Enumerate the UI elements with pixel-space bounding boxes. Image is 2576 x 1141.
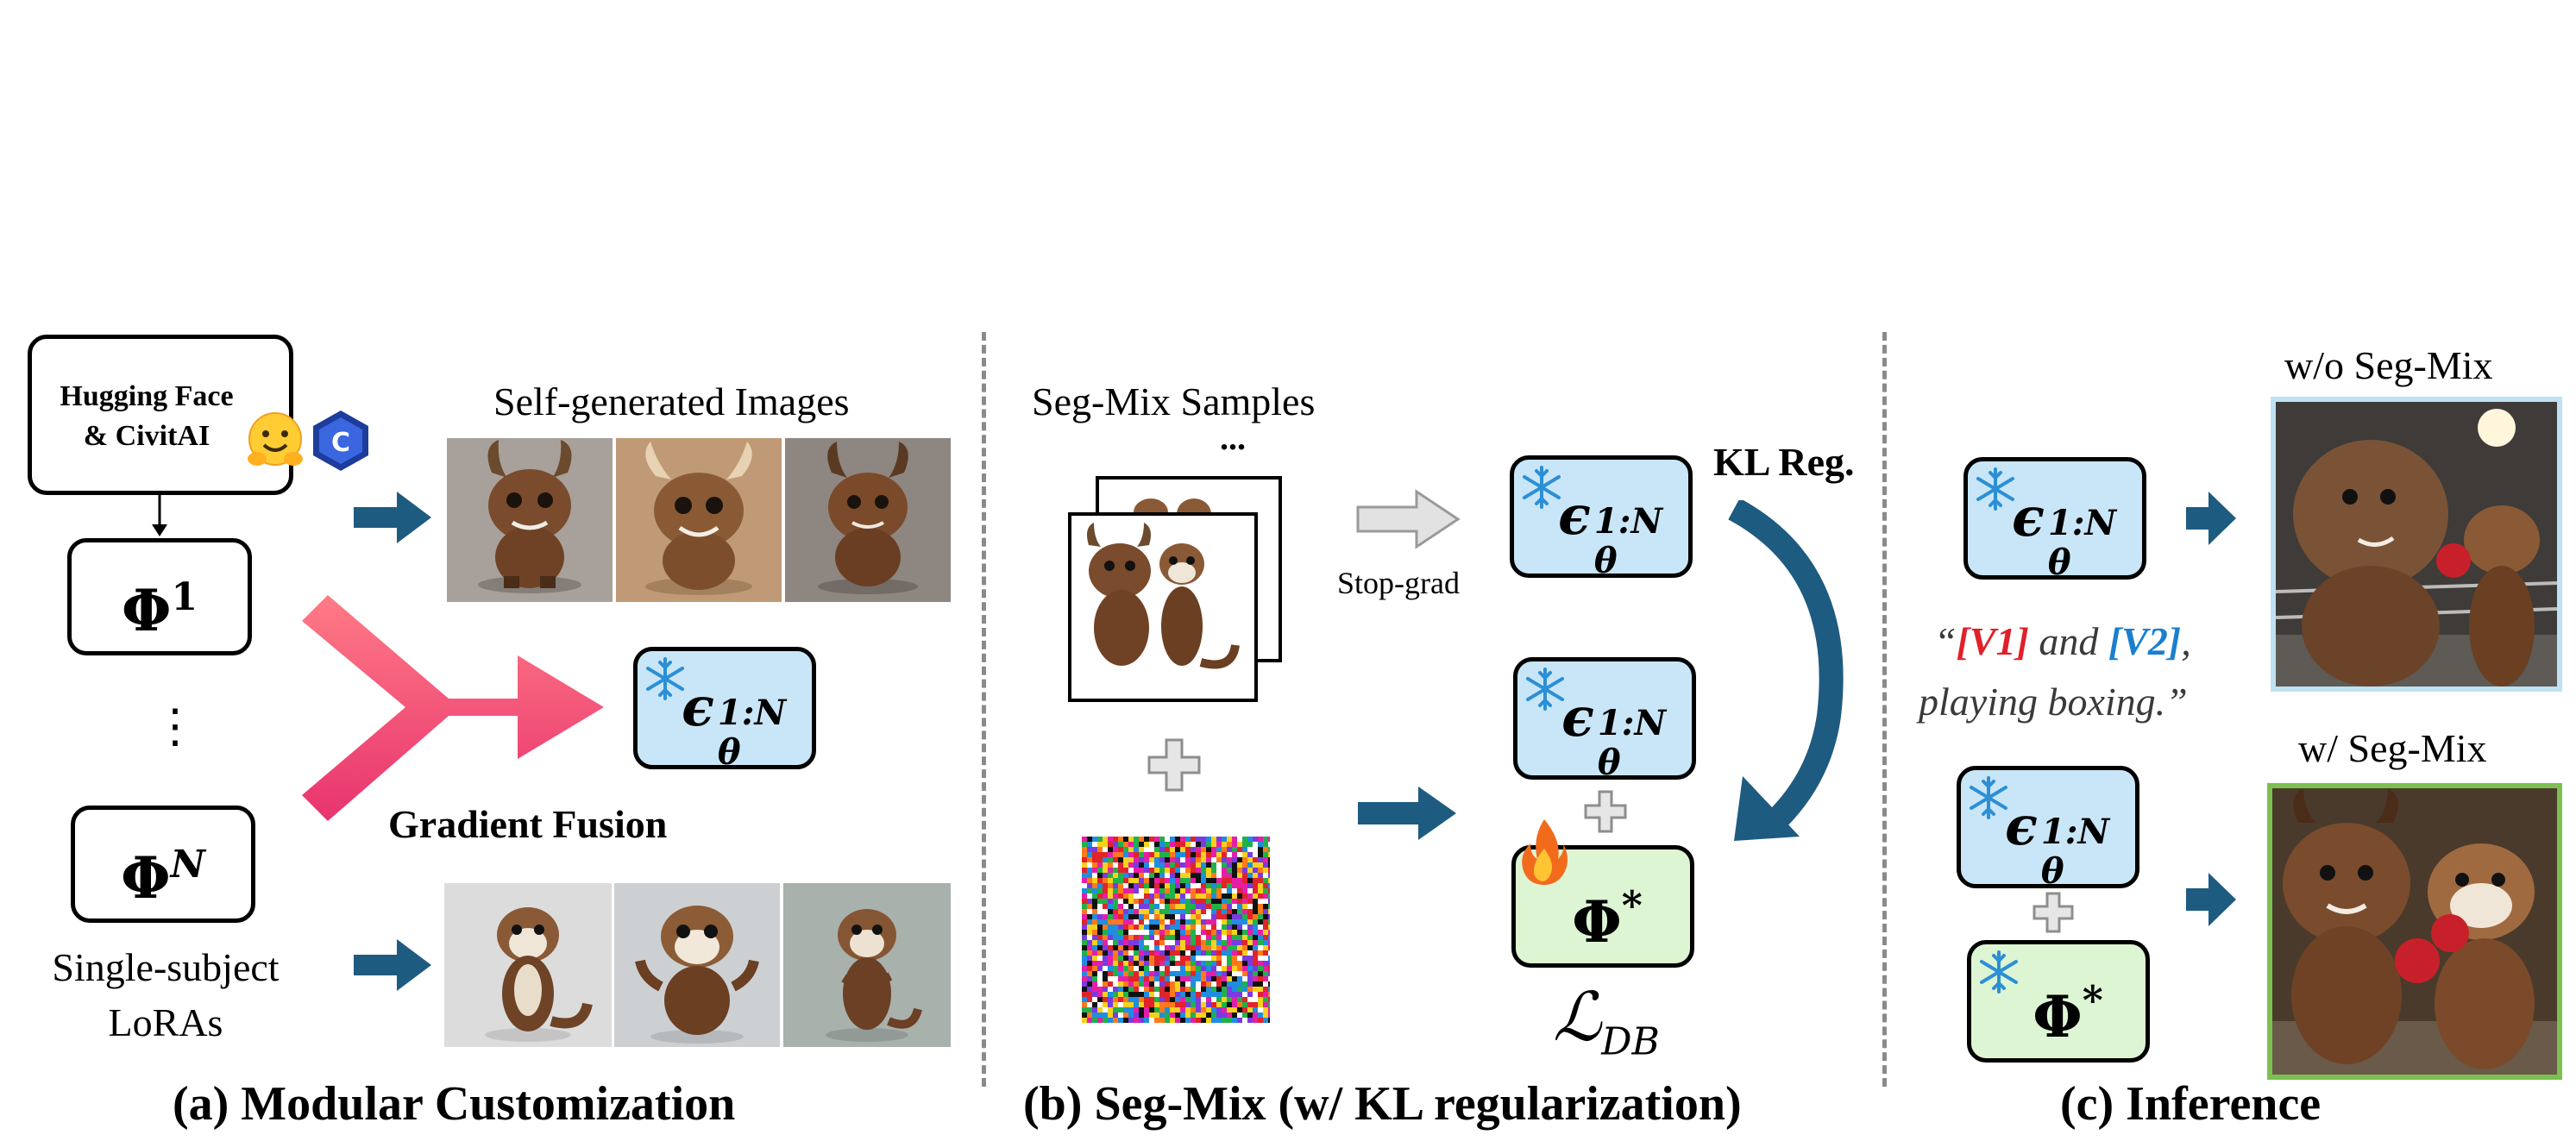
kl-reg-label: KL Reg.	[1713, 440, 1855, 484]
generated-image-otter-3	[783, 883, 951, 1047]
frozen-eps-box-a: ϵ 1:N θ	[633, 647, 816, 773]
eps-symbol-c-bottom: ϵ 1:N θ	[2005, 794, 2110, 892]
frozen-eps-box-c-bottom: ϵ 1:N θ	[1957, 766, 2139, 892]
phi-n-symbol: ΦN	[121, 843, 205, 912]
phi-1-symbol: Φ1	[121, 575, 198, 644]
seg-mix-samples-label: Seg-Mix Samples	[1032, 379, 1316, 423]
generated-image-otter-2	[614, 883, 780, 1047]
snowflake-icon	[1966, 775, 2011, 820]
snowflake-icon	[1973, 467, 2018, 511]
eps-symbol-c-top: ϵ 1:N θ	[2012, 486, 2117, 583]
arrow-to-top-images	[354, 492, 431, 543]
samples-ellipsis: ...	[1220, 418, 1246, 457]
frozen-eps-box-c-top: ϵ 1:N θ	[1963, 457, 2146, 583]
loras-label: Single-subject LoRAs	[52, 945, 280, 1044]
caption-a: (a) Modular Customization	[173, 1077, 736, 1131]
stop-grad-arrow	[1356, 489, 1461, 549]
noise-image	[1082, 837, 1273, 1023]
trainable-phi-star-box-c: Φ*	[1967, 940, 2150, 1063]
result-image-without-seg-mix	[2271, 397, 2562, 692]
frozen-eps-box-b-top: ϵ 1:N θ	[1510, 455, 1693, 581]
plus-icon	[2033, 892, 2074, 933]
lora-phi-n-box: ΦN	[71, 806, 255, 923]
phi-star-symbol-c: Φ*	[2033, 977, 2103, 1050]
arrow-to-bottom-images	[354, 939, 431, 991]
plus-icon	[1584, 790, 1627, 833]
eps-symbol-b-bottom: ϵ 1:N θ	[1561, 686, 1667, 783]
gradient-fusion-arrow	[302, 595, 604, 821]
fire-icon	[1518, 818, 1570, 887]
noise-to-model-arrow	[1358, 787, 1456, 840]
separator-a-b	[982, 332, 986, 1087]
caption-b: (b) Seg-Mix (w/ KL regularization)	[1023, 1077, 1742, 1131]
generated-image-monster-1	[447, 438, 613, 602]
eps-symbol-a: ϵ 1:N θ	[682, 675, 787, 773]
sample-card-front	[1068, 512, 1258, 702]
vertical-ellipsis: ⋮	[152, 700, 198, 752]
prompt-v2-token: [V2]	[2108, 619, 2182, 663]
prompt-v1-token: [V1]	[1956, 619, 2029, 663]
frozen-eps-box-b-bottom: ϵ 1:N θ	[1513, 657, 1696, 783]
stop-grad-label: Stop-grad	[1337, 566, 1460, 600]
lora-phi-1-box: Φ1	[67, 538, 252, 655]
caption-c: (c) Inference	[2060, 1077, 2322, 1131]
kl-reg-curved-arrow	[1728, 500, 1844, 841]
eps-symbol-b-top: ϵ 1:N θ	[1558, 484, 1663, 581]
without-seg-mix-label: w/o Seg-Mix	[2284, 343, 2493, 387]
source-label: Hugging Face & CivitAI	[60, 380, 234, 452]
generated-image-otter-1	[444, 883, 612, 1047]
arrow-to-with-image	[2186, 873, 2236, 926]
gradient-fusion-label: Gradient Fusion	[388, 802, 668, 846]
phi-star-symbol-b: Φ*	[1572, 882, 1643, 956]
result-image-with-seg-mix	[2267, 783, 2562, 1080]
snowflake-icon	[1976, 950, 2021, 994]
huggingface-civitai-box: Hugging Face & CivitAI	[28, 335, 293, 495]
snowflake-icon	[643, 656, 688, 701]
loss-db-label: ℒDB	[1553, 979, 1660, 1064]
separator-b-c	[1882, 332, 1887, 1087]
with-seg-mix-label: w/ Seg-Mix	[2298, 726, 2487, 770]
prompt-line-1: “[V1] and [V2],	[1934, 619, 2191, 663]
source-down-arrow	[152, 495, 167, 536]
prompt-line-2: playing boxing.”	[1919, 680, 2188, 724]
arrow-to-without-image	[2186, 492, 2236, 545]
generated-image-monster-2	[616, 438, 782, 602]
generated-image-monster-3	[785, 438, 951, 602]
huggingface-icon	[243, 409, 307, 473]
plus-icon	[1147, 738, 1201, 792]
snowflake-icon	[1519, 465, 1564, 510]
snowflake-icon	[1523, 667, 1568, 712]
self-generated-images-label: Self-generated Images	[493, 379, 850, 423]
svg-text:C: C	[331, 428, 350, 458]
civitai-icon: C	[311, 409, 371, 473]
